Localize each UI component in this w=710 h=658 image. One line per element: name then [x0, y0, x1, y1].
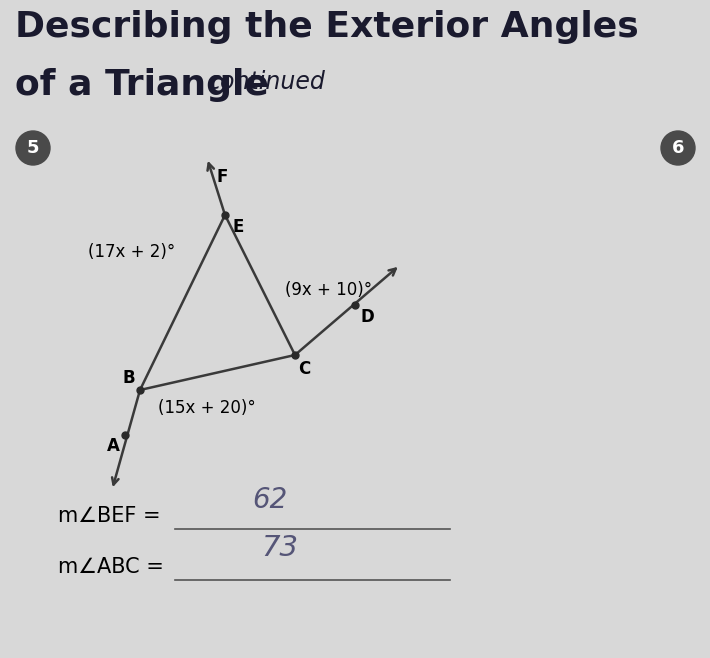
Circle shape	[661, 131, 695, 165]
Text: m∠ABC =: m∠ABC =	[58, 557, 170, 577]
Text: C: C	[298, 360, 310, 378]
Text: (15x + 20)°: (15x + 20)°	[158, 399, 256, 417]
Text: continued: continued	[208, 70, 326, 94]
Text: 73: 73	[261, 534, 298, 562]
Text: E: E	[232, 218, 244, 236]
Text: D: D	[360, 308, 373, 326]
Text: 62: 62	[252, 486, 288, 514]
Text: 6: 6	[672, 139, 684, 157]
Text: 5: 5	[27, 139, 39, 157]
Circle shape	[16, 131, 50, 165]
Text: of a Triangle: of a Triangle	[15, 68, 269, 102]
Text: (9x + 10)°: (9x + 10)°	[285, 281, 372, 299]
Text: F: F	[217, 168, 229, 186]
Text: A: A	[107, 437, 120, 455]
Text: Describing the Exterior Angles: Describing the Exterior Angles	[15, 10, 639, 44]
Text: (17x + 2)°: (17x + 2)°	[88, 243, 175, 261]
Text: m∠BEF =: m∠BEF =	[58, 506, 168, 526]
Text: B: B	[122, 369, 135, 387]
